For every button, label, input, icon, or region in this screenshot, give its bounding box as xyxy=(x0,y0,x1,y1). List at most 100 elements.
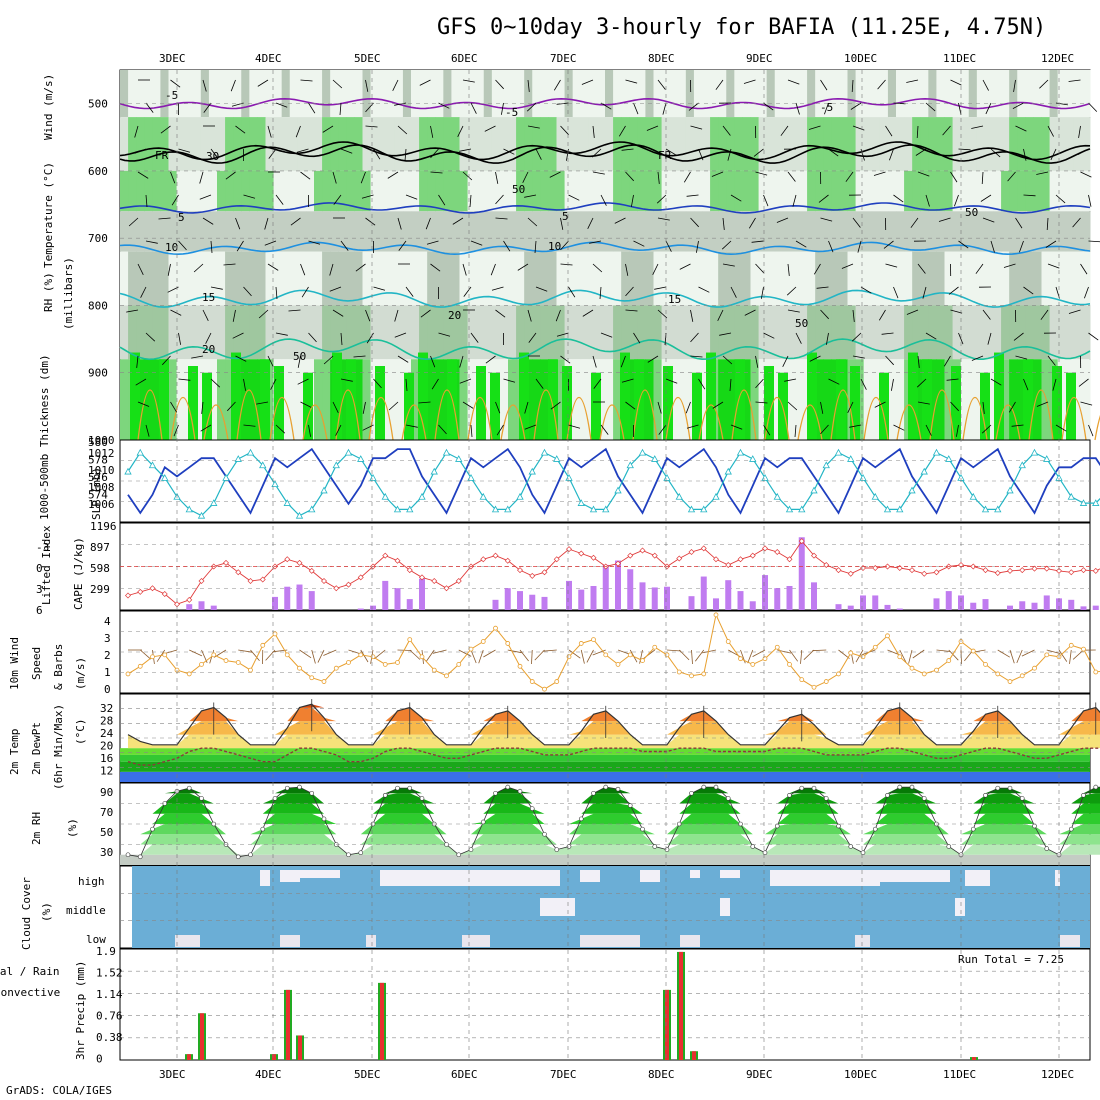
wind-barb xyxy=(881,332,894,335)
wind-barb xyxy=(405,194,418,200)
rh-cell xyxy=(766,117,776,171)
thickness-point xyxy=(124,467,132,475)
wind-barb xyxy=(625,171,634,182)
rh-layer xyxy=(128,813,1100,824)
wind-speed-point xyxy=(493,625,498,631)
cloud-high-gap xyxy=(770,870,800,886)
rh-cell xyxy=(572,70,582,118)
rh-cell xyxy=(499,170,509,212)
rh-cell xyxy=(467,305,477,360)
rh-cell xyxy=(572,211,582,252)
rh-cell xyxy=(823,211,832,252)
contour-label: 20 xyxy=(202,343,215,356)
lifted-index-point xyxy=(909,567,915,574)
cape-bar xyxy=(615,560,621,610)
wind-barb xyxy=(568,424,581,429)
wind-barb-10m xyxy=(838,649,850,659)
rh-cell xyxy=(1033,170,1042,212)
wind-barb xyxy=(397,217,402,230)
thickness-point xyxy=(234,455,242,462)
wind-barb xyxy=(203,102,212,113)
rh-cell xyxy=(952,170,962,212)
cape-bar xyxy=(627,569,634,610)
top-date-label: 12DEC xyxy=(1041,52,1074,65)
wind-speed-point xyxy=(223,658,229,663)
rh-cell xyxy=(823,305,832,360)
wind-barb-10m xyxy=(702,649,717,654)
wind-barb xyxy=(852,125,865,131)
rh-cell xyxy=(1081,117,1091,171)
rh-cell xyxy=(346,70,355,118)
rh-cell xyxy=(904,251,913,306)
wind-barb xyxy=(925,424,932,436)
isotherm-bump xyxy=(467,396,493,441)
wind-barb xyxy=(982,401,985,414)
cape-bar xyxy=(970,602,977,610)
rh-cell xyxy=(176,117,186,171)
wind-speed-point xyxy=(419,654,425,660)
wind-barb xyxy=(891,378,894,391)
dewpoint-2m-line xyxy=(127,747,1100,766)
wind-speed-point xyxy=(652,644,658,650)
rh-cell xyxy=(896,70,905,118)
lifted-index-point xyxy=(357,574,364,581)
rh-cell xyxy=(782,170,792,212)
wind-barb xyxy=(646,125,659,131)
rh-cell xyxy=(346,117,355,171)
rh-cell xyxy=(588,70,598,118)
lifted-index-point xyxy=(970,563,977,570)
isotherm-line xyxy=(119,144,1091,164)
rh-cell xyxy=(322,251,331,306)
wind-barb xyxy=(883,240,894,249)
rh-cell xyxy=(734,251,743,306)
rh-cell xyxy=(790,211,800,252)
rh-cell xyxy=(887,359,897,440)
wind-barb xyxy=(495,171,499,184)
rh-cell xyxy=(685,117,695,171)
rh-cell xyxy=(661,305,671,360)
rh-cell xyxy=(960,251,970,306)
wind-barb xyxy=(438,194,446,206)
rh-cell xyxy=(928,117,937,171)
rh-cell xyxy=(192,117,202,171)
wind-barb-10m xyxy=(592,649,606,656)
wind-barb xyxy=(690,125,703,130)
rh-cell xyxy=(645,305,654,360)
wind-barb xyxy=(243,378,246,391)
rh-cell xyxy=(677,170,687,212)
isotherm-bump xyxy=(302,404,328,441)
rh-cell xyxy=(580,117,590,171)
rh-cell xyxy=(887,70,897,118)
wind-barb xyxy=(528,332,537,343)
rh-cell xyxy=(394,70,404,118)
slp-tick-label: 1010 xyxy=(88,464,115,477)
rh-cell xyxy=(176,70,186,118)
rh-cell xyxy=(217,251,226,306)
rh-cell xyxy=(936,359,945,440)
rh-cell xyxy=(1049,117,1059,171)
rh-layer xyxy=(128,834,1100,845)
rh-cell xyxy=(289,359,299,440)
rh-cell xyxy=(580,359,590,440)
isotherm-bump xyxy=(764,396,790,441)
lifted-index-point xyxy=(321,578,327,584)
wind-barb xyxy=(227,401,236,412)
wind-barb xyxy=(857,240,862,253)
rh-cell xyxy=(823,70,832,118)
wind-barb xyxy=(625,286,634,297)
rh-cell xyxy=(758,359,768,440)
wind-speed-point xyxy=(566,654,572,660)
cloud-high-gap xyxy=(690,870,700,878)
wind-barb xyxy=(818,194,829,203)
lifted-index-point xyxy=(1019,567,1026,574)
wind-barb-10m xyxy=(691,649,693,665)
wind-speed-point xyxy=(934,667,939,673)
wind-barb xyxy=(418,401,431,404)
rh-cell xyxy=(394,251,404,306)
rh-cell xyxy=(847,170,857,212)
rh-cell xyxy=(637,117,646,171)
rh-cell xyxy=(653,170,663,212)
rh-cell xyxy=(968,70,978,118)
wind-barb xyxy=(495,401,501,414)
